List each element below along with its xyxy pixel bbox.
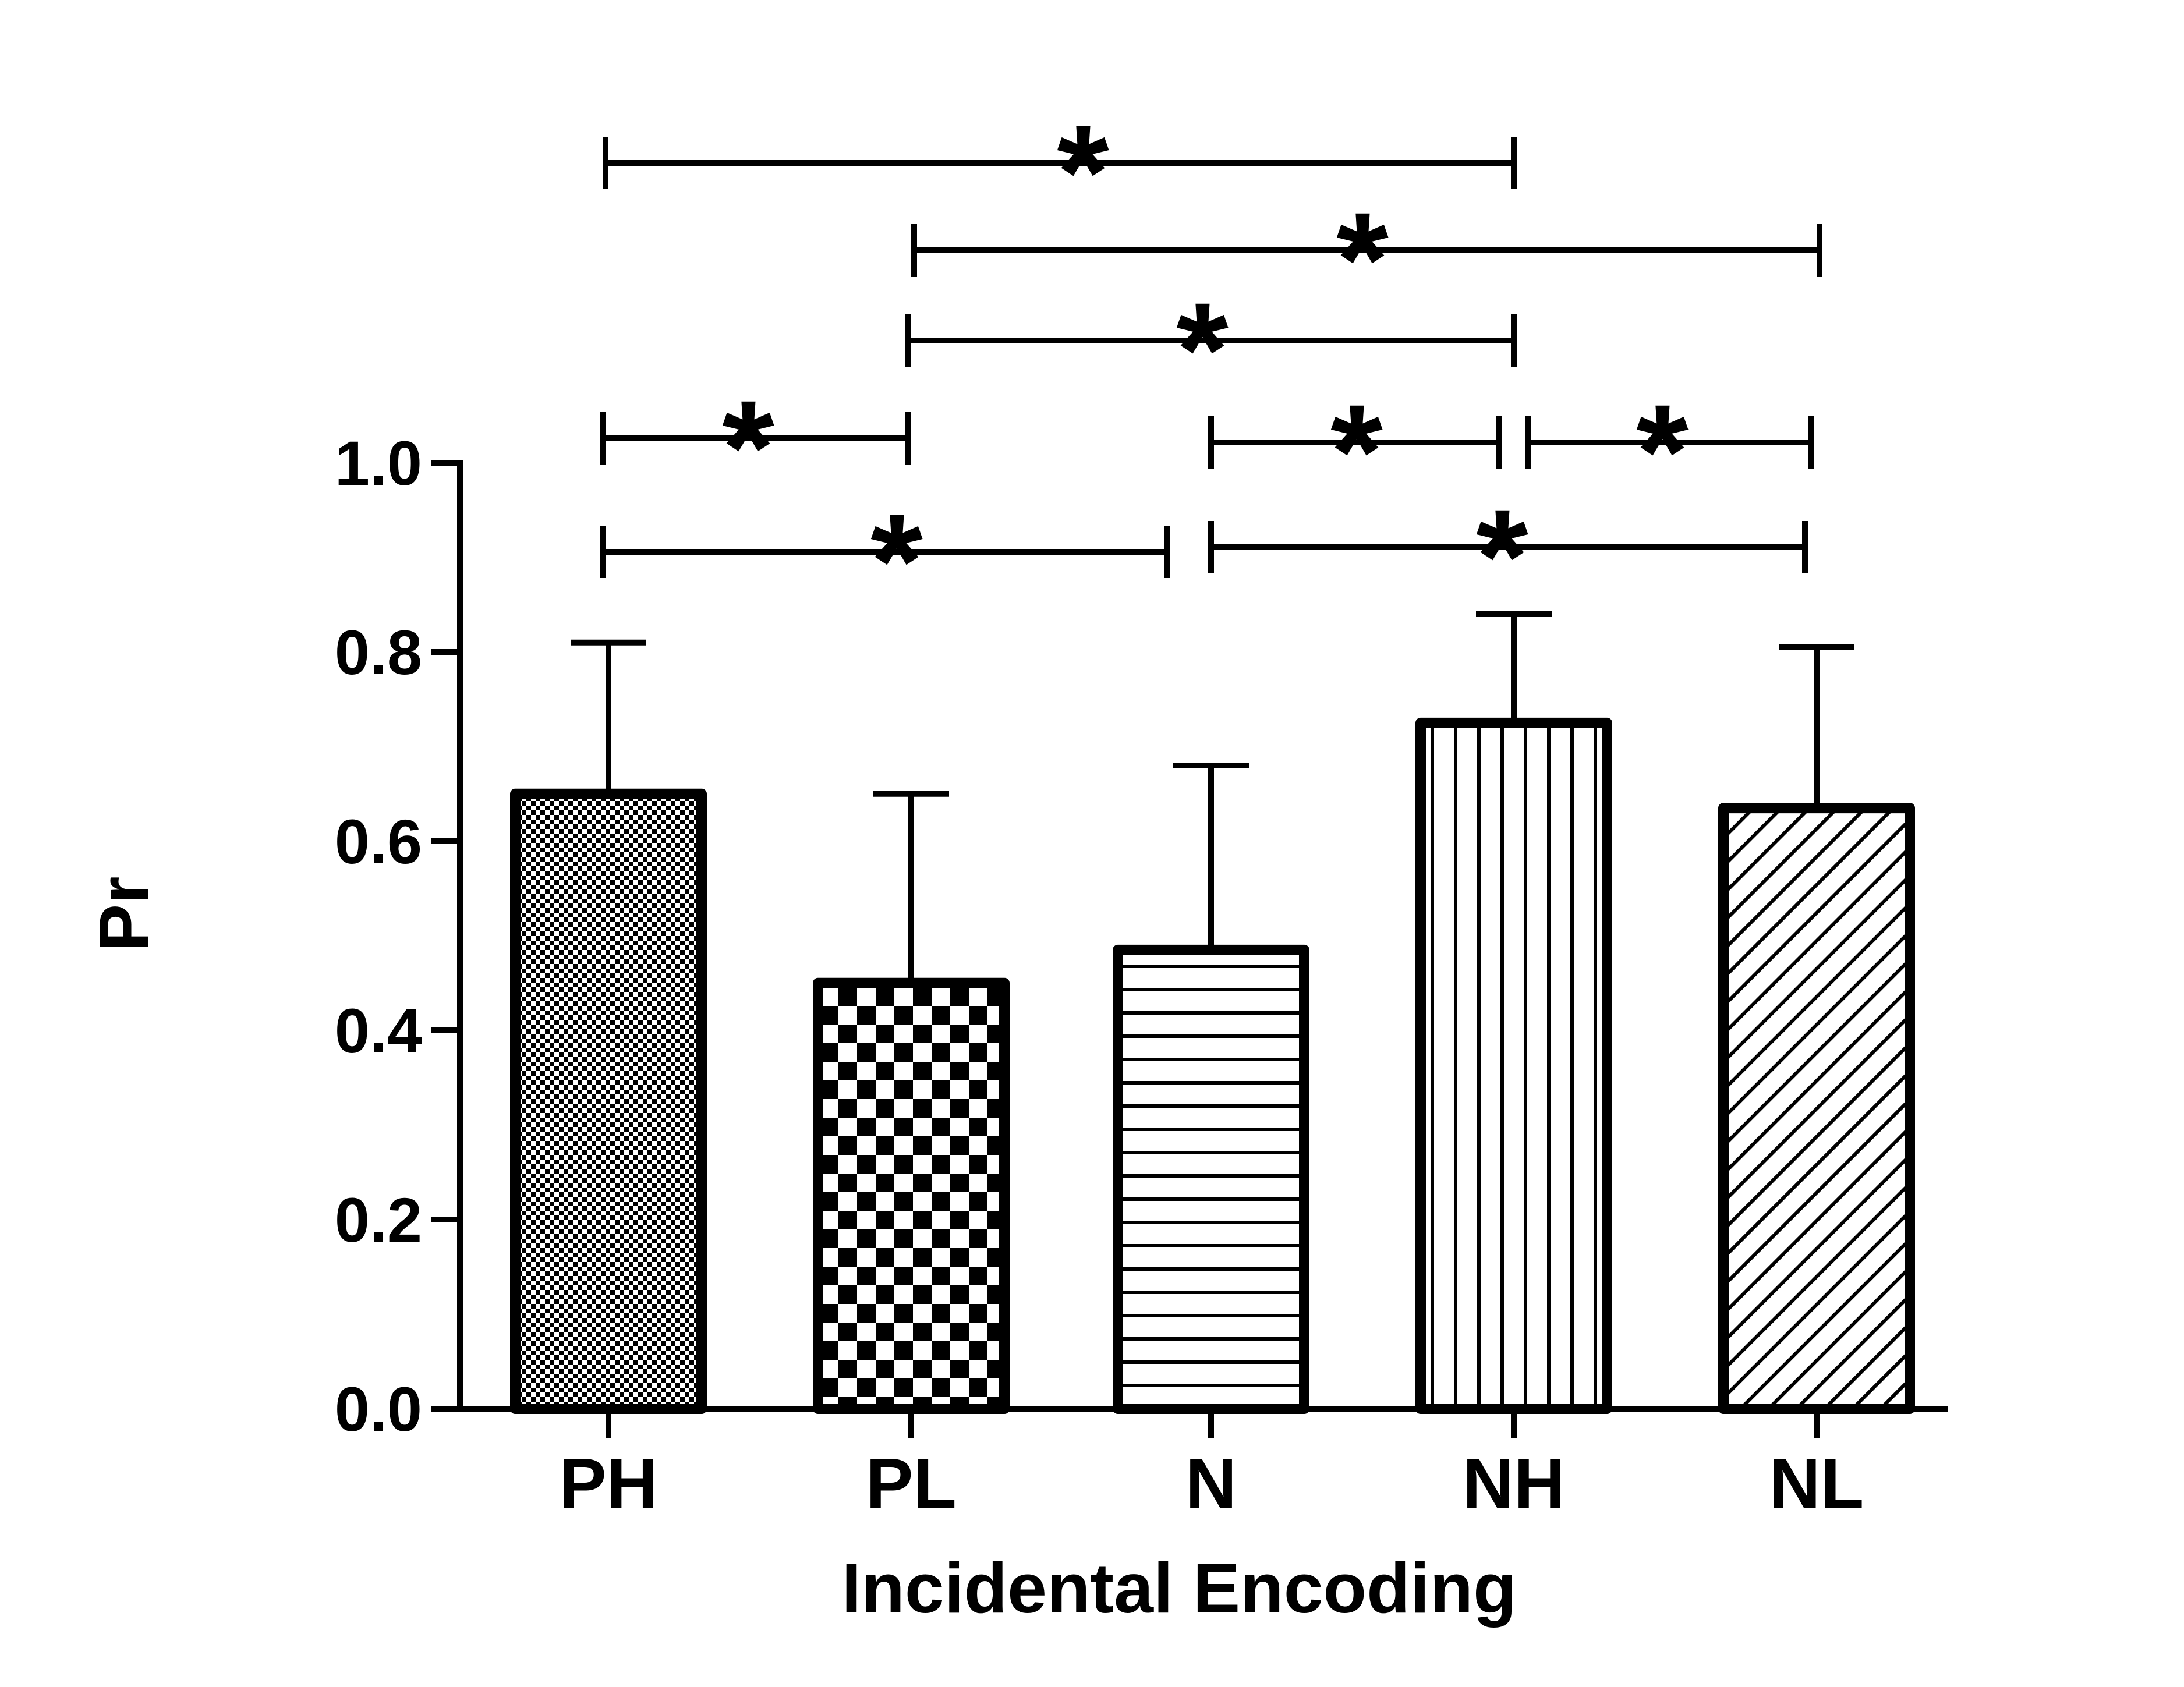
sig-ph-pl: *	[600, 373, 911, 522]
axes: 0.0 0.2 0.4 0.6 0.8 1.0 PH PL N NH NL	[335, 428, 1948, 1523]
y-tick-label: 0.2	[335, 1185, 422, 1255]
error-bars	[571, 611, 1854, 983]
sig-ph-nh: *	[603, 97, 1517, 247]
y-tick-label: 0.0	[335, 1374, 422, 1444]
x-tick-label-nl: NL	[1769, 1444, 1864, 1523]
bar-nl	[1718, 803, 1915, 1414]
x-tick-label-n: N	[1185, 1444, 1237, 1523]
bar-ph	[510, 788, 707, 1414]
bar-pl	[813, 977, 1010, 1414]
x-tick-label-ph: PH	[559, 1444, 657, 1523]
bars	[510, 717, 1915, 1414]
sig-pl-nh-label: *	[1176, 275, 1229, 424]
sig-pl-nl: *	[911, 185, 1822, 334]
bar-nh	[1415, 717, 1612, 1414]
x-tick-label-pl: PL	[866, 1444, 957, 1523]
y-tick-label: 1.0	[335, 428, 422, 498]
y-tick-label: 0.6	[335, 806, 422, 877]
sig-ph-nh-label: *	[1057, 97, 1109, 247]
x-tick-label-nh: NH	[1463, 1444, 1565, 1523]
significance-brackets: * * * * * * * *	[600, 97, 1822, 636]
sig-n-nh-label: *	[1330, 377, 1383, 526]
sig-n-nh: *	[1208, 377, 1502, 526]
sig-nh-nl-label: *	[1636, 377, 1689, 526]
y-tick-label: 0.8	[335, 617, 422, 687]
sig-pl-nl-label: *	[1336, 185, 1389, 334]
sig-ph-n: *	[600, 486, 1170, 636]
sig-n-nl: *	[1208, 481, 1808, 631]
sig-ph-pl-label: *	[722, 373, 774, 522]
y-axis-title: Pr	[84, 877, 164, 952]
sig-ph-n-label: *	[870, 486, 923, 636]
sig-pl-nh: *	[905, 275, 1517, 424]
x-axis-title: Incidental Encoding	[841, 1548, 1516, 1628]
sig-nh-nl: *	[1525, 377, 1814, 526]
bar-n	[1113, 944, 1309, 1414]
y-tick-label: 0.4	[335, 995, 422, 1066]
sig-n-nl-label: *	[1476, 481, 1528, 631]
